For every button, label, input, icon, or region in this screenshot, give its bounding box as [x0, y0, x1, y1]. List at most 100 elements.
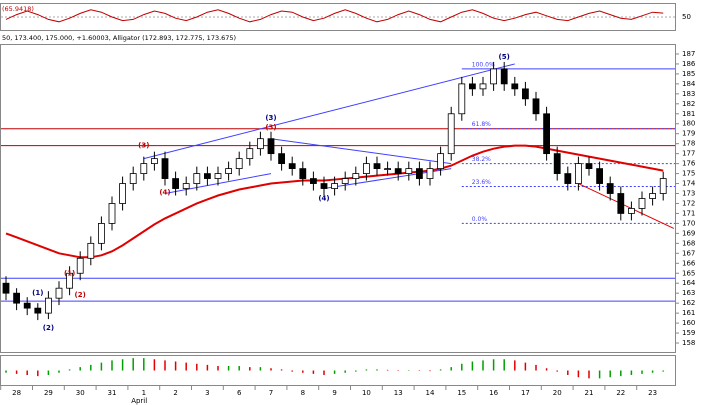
candle-body [638, 198, 646, 209]
y-tick-label: 175 [682, 170, 695, 178]
wave-label: (4) [318, 194, 329, 202]
candle-body [87, 242, 95, 259]
x-tick-label: 23 [648, 389, 657, 397]
x-tick-label: 14 [426, 389, 435, 397]
candle-body [352, 173, 360, 179]
fib-label: 100.0% [472, 61, 495, 68]
x-tick-label: 1 [142, 389, 146, 397]
oscillator-tick-label: 50 [682, 13, 691, 21]
candle-body [564, 173, 572, 184]
y-tick-label: 185 [682, 70, 695, 78]
wave-label: (2) [75, 291, 86, 299]
x-tick-label: 20 [553, 389, 562, 397]
y-tick-label: 178 [682, 140, 695, 148]
candle-body [373, 163, 381, 169]
x-tick-label: 3 [205, 389, 209, 397]
candle-body [309, 178, 317, 184]
candle-body [511, 83, 519, 90]
candle-body [267, 138, 275, 155]
candle-body [55, 287, 63, 299]
candle-body [320, 183, 328, 189]
trendline [270, 138, 452, 165]
y-tick-label: 160 [682, 319, 695, 327]
fib-label: 23.6% [472, 179, 491, 186]
x-tick-label: 10 [362, 389, 371, 397]
candle-body [214, 173, 222, 179]
x-tick-label: 17 [521, 389, 530, 397]
y-tick-label: 182 [682, 100, 695, 108]
wave-label: (1) [64, 269, 75, 277]
candle-body [458, 83, 466, 115]
candle-body [288, 163, 296, 169]
x-tick-label: 9 [332, 389, 336, 397]
x-tick-label: 16 [489, 389, 498, 397]
candle-body [649, 193, 656, 199]
x-tick-label: 2 [173, 389, 177, 397]
candle-body [108, 203, 116, 224]
candle-body [23, 302, 31, 309]
candle-body [129, 173, 137, 184]
header: 50, 173.400, 175.000, +1.60003, Alligato… [2, 34, 236, 42]
y-tick-label: 177 [682, 150, 695, 158]
fib-label: 0.0% [472, 216, 488, 223]
wave-label: (3) [138, 142, 149, 150]
x-tick-label: 31 [108, 389, 117, 397]
x-tick-label: 8 [301, 389, 305, 397]
y-tick-label: 181 [682, 110, 695, 118]
candle-body [543, 113, 550, 155]
candle-body [575, 163, 582, 184]
y-tick-label: 170 [682, 219, 695, 227]
y-tick-label: 172 [682, 199, 695, 207]
y-tick-label: 164 [682, 279, 696, 287]
candle-body [628, 208, 635, 214]
candle-body [193, 173, 201, 184]
candle-body [479, 83, 487, 90]
wave-label: (5) [499, 53, 510, 61]
candle-body [659, 178, 667, 194]
y-tick-label: 186 [682, 60, 696, 68]
candle-body [256, 138, 264, 150]
y-tick-label: 165 [682, 269, 695, 277]
candle-body [161, 158, 169, 179]
trendline [578, 183, 675, 229]
y-tick-label: 159 [682, 329, 695, 337]
candle-body [405, 168, 413, 174]
x-tick-label: 30 [76, 389, 85, 397]
y-tick-label: 158 [682, 339, 695, 347]
candle-body [13, 292, 21, 304]
oscillator-line [5, 9, 664, 23]
month-label: April [131, 397, 147, 405]
price-panel [0, 44, 676, 353]
y-tick-label: 168 [682, 239, 695, 247]
y-tick-label: 183 [682, 90, 695, 98]
y-tick-label: 161 [682, 309, 695, 317]
x-tick-label: 29 [44, 389, 53, 397]
candle-body [98, 223, 105, 244]
candle-body [341, 178, 349, 184]
candle-body [150, 158, 158, 165]
y-tick-label: 173 [682, 190, 695, 198]
candle-body [235, 158, 243, 169]
candle-body [437, 153, 445, 169]
candle-body [490, 68, 498, 85]
trendline [143, 63, 515, 160]
candle-body [606, 183, 614, 194]
fib-label: 61.8% [472, 121, 491, 128]
candle-body [384, 168, 392, 170]
wave-label: (3) [265, 124, 276, 132]
candle-body [76, 257, 84, 274]
wave-label: (4) [159, 189, 170, 197]
candle-body [617, 193, 625, 214]
candle-body [119, 183, 126, 204]
x-tick-label: 22 [616, 389, 625, 397]
candle-body [447, 113, 455, 155]
wave-label: (1) [32, 289, 43, 297]
x-tick-label: 6 [237, 389, 242, 397]
candle-body [182, 183, 190, 189]
y-tick-label: 166 [682, 259, 696, 267]
y-tick-label: 180 [682, 120, 695, 128]
candle-body [172, 178, 180, 189]
x-tick-label: 28 [12, 389, 21, 397]
candle-body [362, 163, 370, 174]
candle-body [299, 168, 307, 179]
